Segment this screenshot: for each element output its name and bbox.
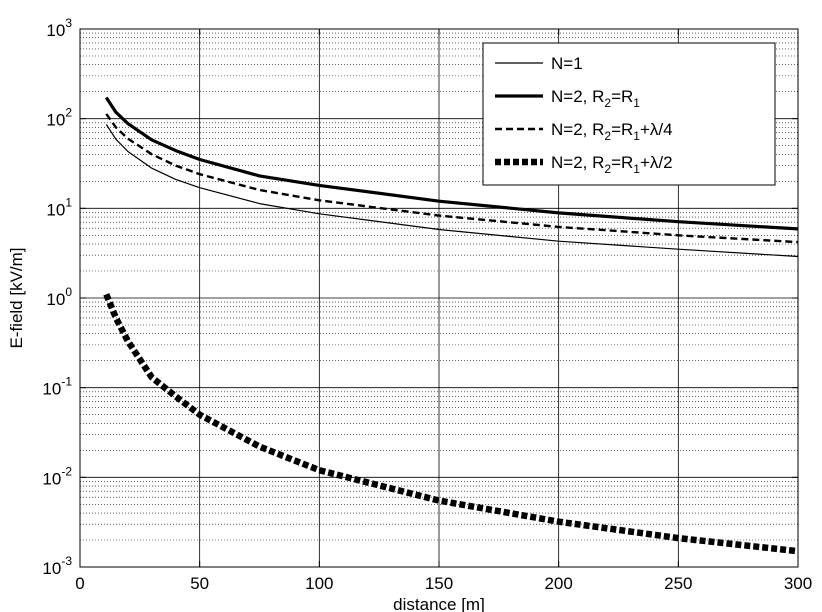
x-tick-label: 200 bbox=[544, 574, 572, 593]
y-tick-label: 100 bbox=[46, 285, 72, 309]
x-tick-label: 0 bbox=[75, 574, 84, 593]
x-tick-label: 50 bbox=[190, 574, 209, 593]
legend-label: N=1 bbox=[551, 54, 583, 73]
y-tick-label: 102 bbox=[46, 106, 72, 130]
x-tick-label: 100 bbox=[305, 574, 333, 593]
y-axis-label: E-field [kV/m] bbox=[7, 247, 26, 348]
series-line-2 bbox=[104, 96, 799, 231]
series-lines bbox=[103, 96, 799, 555]
y-tick-label: 101 bbox=[46, 195, 72, 219]
y-tick-label: 10-1 bbox=[42, 375, 72, 399]
x-axis-label: distance [m] bbox=[393, 595, 485, 612]
series-line-3 bbox=[105, 113, 799, 244]
legend: N=1 N=2, R2=R1 N=2, R2=R1+λ/4 N=2, R2=R1+λ/… bbox=[482, 42, 776, 186]
legend-label: N=2, R2=R1 bbox=[551, 87, 640, 110]
series-line-1 bbox=[105, 124, 799, 258]
y-tick-label: 10-2 bbox=[42, 464, 72, 488]
legend-label: N=2, R2=R1+λ/4 bbox=[551, 120, 673, 143]
y-tick-labels: 10-3 10-2 10-1 100 101 102 103 bbox=[42, 16, 72, 578]
series-line-4 bbox=[103, 293, 799, 555]
x-tick-label: 150 bbox=[425, 574, 453, 593]
y-tick-label: 103 bbox=[46, 16, 72, 40]
y-tick-label: 10-3 bbox=[42, 554, 72, 578]
x-tick-labels: 0 50 100 150 200 250 300 bbox=[75, 574, 812, 593]
legend-label: N=2, R2=R1+λ/2 bbox=[551, 153, 673, 176]
x-tick-label: 250 bbox=[664, 574, 692, 593]
axis-ticks bbox=[79, 28, 799, 568]
x-tick-label: 300 bbox=[784, 574, 812, 593]
